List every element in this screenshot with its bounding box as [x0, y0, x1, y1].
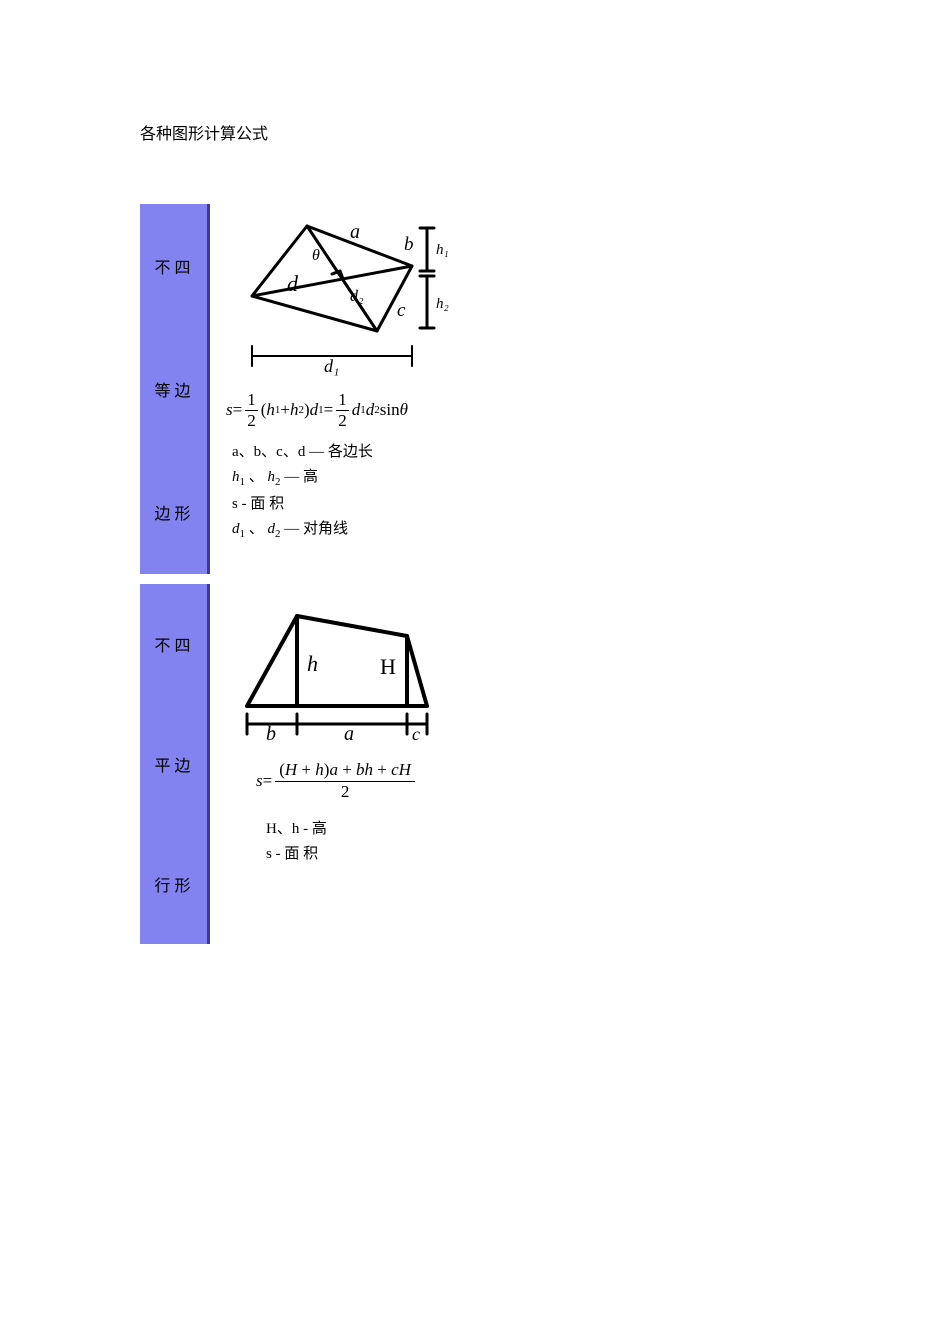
f-eq2: = — [324, 400, 334, 420]
lg: a、b、c、d — [232, 444, 305, 460]
lbl: 边 — [175, 377, 193, 401]
lg: h — [232, 469, 240, 485]
dlabel-a: a — [344, 723, 354, 745]
lg: 2 — [275, 476, 281, 488]
dlabel-c: c — [412, 724, 420, 744]
lbl: 四 — [175, 254, 193, 278]
legend-row: H、h - 高 — [266, 817, 452, 843]
lg: - — [303, 821, 312, 837]
f2-eq: = — [263, 771, 273, 791]
dlabel-h2: h₂ — [436, 296, 449, 312]
lg: — — [309, 444, 328, 460]
dlabel-b: b — [266, 723, 276, 745]
f-d2: d — [366, 400, 375, 420]
num: 1 — [245, 391, 258, 411]
legend-row: s - 面 积 — [232, 492, 462, 518]
frac-main: (H + h)a + bh + cH 2 — [275, 761, 415, 801]
lg: H、h — [266, 821, 299, 837]
section1-formula: s = 1 2 ( h1 + h2 ) d1 = 1 2 d1 d2 — [226, 391, 462, 430]
dlabel-h: h — [307, 651, 318, 676]
lbl: 形 — [175, 500, 193, 524]
lg: 2 — [275, 528, 281, 540]
lg: 、 — [249, 469, 264, 485]
f-d1: d — [310, 400, 319, 420]
f-h1: h — [266, 400, 275, 420]
f-s: s — [226, 400, 233, 420]
lbl: 不 — [154, 632, 172, 656]
legend-row: d1 、 d2 — 对角线 — [232, 517, 462, 544]
section1-label: 不四 等边 边形 — [140, 204, 210, 574]
lg: 1 — [240, 528, 246, 540]
lbl: 四 — [175, 632, 193, 656]
section2-label: 不四 平边 行形 — [140, 584, 210, 944]
legend-row: s - 面 积 — [266, 842, 452, 868]
section-trapezoid: 不四 平边 行形 — [140, 584, 945, 944]
lg: s — [266, 846, 272, 862]
lg: h — [268, 469, 276, 485]
lg: 、 — [249, 521, 264, 537]
lg: d — [268, 521, 276, 537]
dlabel-c: c — [397, 300, 406, 321]
f-eq: = — [233, 400, 243, 420]
section2-content: h H b a c s = (H + h)a + bh + cH 2 — [210, 584, 462, 944]
section2-legend: H、h - 高 s - 面 积 — [266, 817, 452, 868]
den: 2 — [336, 411, 349, 430]
trapezoid-diagram: h H b a c — [232, 596, 452, 751]
legend-row: h1 、 h2 — 高 — [232, 465, 462, 492]
dlabel-h1: h₁ — [436, 242, 449, 258]
lbl: 平 — [154, 752, 172, 776]
lbl: 边 — [175, 752, 193, 776]
lg: — — [284, 469, 303, 485]
lbl: 边 — [154, 500, 172, 524]
lbl: 不 — [154, 254, 172, 278]
den: 2 — [339, 782, 352, 801]
den: 2 — [245, 411, 258, 430]
f-theta: θ — [400, 400, 408, 420]
f-h2: h — [290, 400, 299, 420]
f-d1b: d — [352, 400, 361, 420]
lg: 面 积 — [284, 846, 318, 862]
frac-half-2: 1 2 — [336, 391, 349, 430]
f-plus: + — [280, 400, 290, 420]
section-irregular-quad: 不四 等边 边形 — [140, 204, 945, 574]
f2-s: s — [256, 771, 263, 791]
section1-content: a b c d θ d₂ d₁ h₁ h₂ s = 1 — [210, 204, 472, 574]
section1-legend: a、b、c、d — 各边长 h1 、 h2 — 高 s - 面 积 — [232, 440, 462, 544]
lbl: 行 — [154, 872, 172, 896]
lg: 面 积 — [250, 496, 284, 512]
lg: 高 — [303, 469, 318, 485]
lg: — — [284, 521, 303, 537]
lg: s — [232, 496, 238, 512]
legend-row: a、b、c、d — 各边长 — [232, 440, 462, 466]
lbl: 形 — [175, 872, 193, 896]
num: 1 — [336, 391, 349, 411]
dlabel-b: b — [404, 234, 414, 255]
lbl: 等 — [154, 377, 172, 401]
dlabel-a: a — [350, 221, 360, 243]
lg: 各边长 — [328, 444, 373, 460]
page-title: 各种图形计算公式 — [140, 120, 945, 144]
lg: d — [232, 521, 240, 537]
lg: 对角线 — [303, 521, 348, 537]
f-sin: sin — [380, 400, 400, 420]
section2-formula: s = (H + h)a + bh + cH 2 — [256, 761, 452, 801]
dlabel-d2: d₂ — [350, 288, 364, 305]
lg: 1 — [240, 476, 246, 488]
lg: 高 — [312, 821, 327, 837]
quad-diagram: a b c d θ d₂ d₁ h₁ h₂ — [232, 216, 462, 381]
page: 各种图形计算公式 不四 等边 边形 — [0, 0, 945, 944]
dlabel-H: H — [380, 654, 396, 679]
dlabel-d1: d₁ — [324, 356, 339, 376]
dlabel-theta: θ — [312, 247, 320, 264]
dlabel-d: d — [287, 271, 299, 296]
frac-half-1: 1 2 — [245, 391, 258, 430]
